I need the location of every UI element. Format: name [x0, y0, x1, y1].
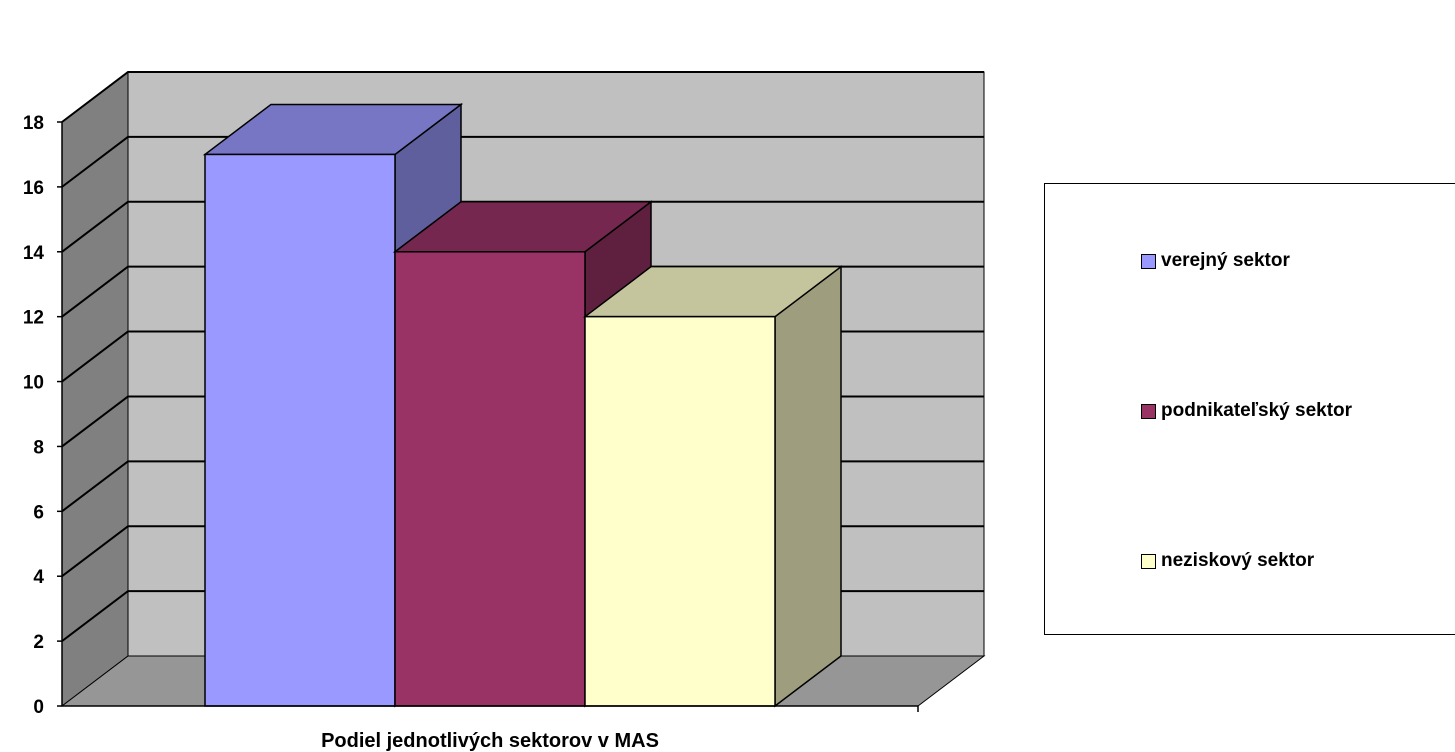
- bars: [202, 102, 844, 708]
- legend-label-neziskovy: neziskový sektor: [1161, 550, 1315, 571]
- gridline: [61, 71, 984, 123]
- legend-item-podnikatelsky: podnikateľský sektor: [1141, 400, 1352, 422]
- y-tick-label: 2: [33, 632, 44, 653]
- y-tick-label: 18: [23, 113, 44, 134]
- bar-front: [584, 315, 776, 707]
- legend: verejný sektor podnikateľský sektor nezi…: [1044, 183, 1455, 635]
- x-category-label: Podiel jednotlivých sektorov v MAS: [321, 730, 659, 752]
- y-tick-label: 12: [23, 308, 44, 329]
- legend-label-podnikatelsky: podnikateľský sektor: [1161, 400, 1353, 421]
- legend-label-verejny: verejný sektor: [1161, 250, 1290, 271]
- legend-swatch-podnikatelsky: [1141, 403, 1156, 419]
- legend-item-neziskovy: neziskový sektor: [1141, 550, 1314, 572]
- legend-swatch-neziskovy: [1141, 553, 1156, 569]
- y-tick-label: 4: [33, 567, 44, 588]
- y-tick-label: 16: [23, 178, 44, 199]
- gridline: [61, 135, 984, 188]
- side-wall: [61, 70, 129, 708]
- bar-front: [204, 153, 396, 707]
- y-tick-label: 6: [33, 502, 44, 523]
- y-tick-label: 10: [23, 373, 44, 394]
- legend-item-verejny: verejný sektor: [1141, 250, 1290, 272]
- bar-front: [394, 251, 586, 707]
- axes: [61, 122, 919, 712]
- legend-swatch-verejny: [1141, 253, 1156, 269]
- y-tick-label: 0: [33, 697, 44, 718]
- y-axis-ticks: 0 2 4 6 8 10 12 14 16 18: [23, 113, 62, 718]
- y-tick-label: 14: [23, 243, 45, 264]
- y-tick-label: 8: [33, 437, 44, 458]
- bar-side: [774, 265, 842, 708]
- gridline: [61, 200, 984, 253]
- bar-3: [582, 265, 844, 708]
